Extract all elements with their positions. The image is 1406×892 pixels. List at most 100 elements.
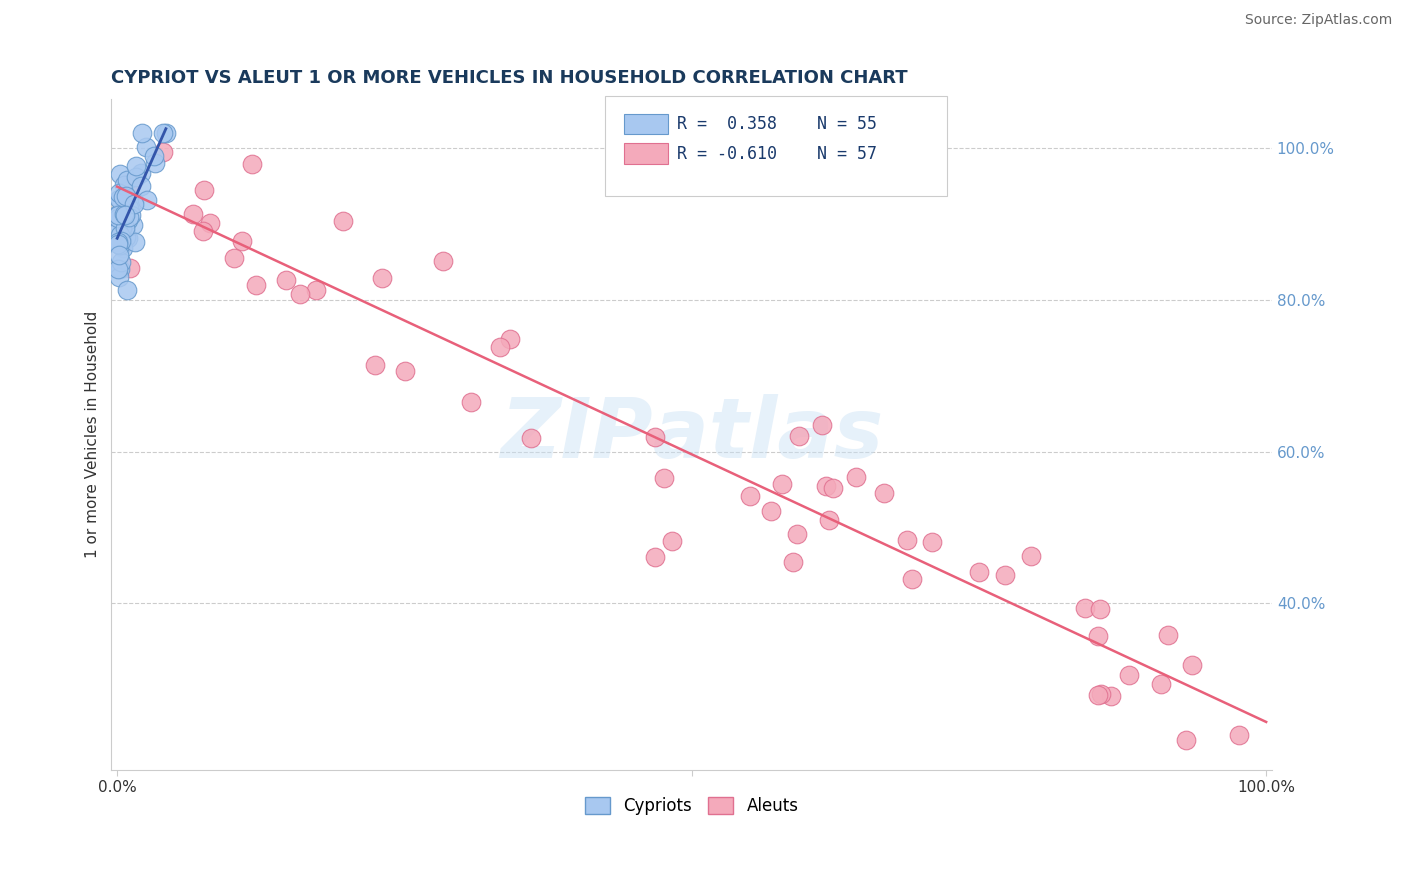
Point — [112, 178, 135, 193]
Point — [740, 489, 762, 503]
Point — [371, 271, 394, 285]
Point — [143, 156, 166, 170]
Point — [787, 429, 810, 443]
Point — [110, 230, 132, 244]
Point — [120, 176, 142, 190]
Point — [110, 234, 132, 248]
Point — [108, 167, 131, 181]
Point — [1099, 689, 1122, 703]
Point — [1157, 628, 1180, 642]
Text: ZIP​atlas: ZIP​atlas — [501, 394, 883, 475]
Point — [1087, 629, 1109, 643]
Point — [661, 534, 683, 549]
Point — [520, 431, 543, 445]
Point — [770, 477, 793, 491]
Point — [125, 170, 148, 185]
Point — [120, 208, 142, 222]
Point — [114, 229, 136, 244]
Point — [114, 207, 136, 221]
Point — [460, 395, 482, 409]
Point — [107, 207, 129, 221]
Point — [1090, 688, 1112, 702]
Point — [224, 252, 246, 266]
Point — [155, 126, 177, 140]
Point — [108, 227, 131, 242]
Point — [110, 238, 132, 252]
Point — [125, 159, 148, 173]
Point — [107, 248, 129, 262]
Point — [817, 513, 839, 527]
Point — [394, 364, 416, 378]
Point — [1181, 658, 1204, 673]
Point — [644, 550, 666, 565]
Point — [107, 236, 129, 251]
Point — [1019, 549, 1042, 563]
Point — [364, 358, 387, 372]
Point — [1090, 601, 1112, 615]
Point — [1074, 600, 1097, 615]
Point — [111, 220, 134, 235]
Point — [112, 241, 135, 255]
Bar — [624, 144, 668, 163]
Point — [129, 166, 152, 180]
Point — [114, 208, 136, 222]
Point — [117, 212, 139, 227]
Point — [111, 189, 134, 203]
Point — [181, 207, 204, 221]
Point — [115, 283, 138, 297]
Point — [288, 286, 311, 301]
Point — [135, 140, 157, 154]
Point — [152, 126, 174, 140]
Point — [108, 270, 131, 285]
Point — [107, 211, 129, 226]
Point — [1087, 688, 1109, 702]
Point — [108, 192, 131, 206]
Point — [814, 479, 837, 493]
Point — [114, 220, 136, 235]
Point — [873, 486, 896, 500]
Text: Source: ZipAtlas.com: Source: ZipAtlas.com — [1244, 13, 1392, 28]
Point — [821, 481, 844, 495]
Point — [274, 273, 297, 287]
Point — [108, 192, 131, 206]
Point — [110, 212, 132, 227]
Point — [152, 145, 174, 159]
Point — [1118, 667, 1140, 681]
Point — [332, 214, 354, 228]
Point — [108, 186, 131, 200]
Point — [107, 224, 129, 238]
Point — [432, 253, 454, 268]
Point — [110, 255, 132, 269]
Point — [901, 572, 924, 586]
Point — [969, 565, 991, 579]
Point — [114, 223, 136, 237]
Point — [198, 216, 221, 230]
Point — [1174, 732, 1197, 747]
Point — [193, 182, 215, 196]
Point — [108, 237, 131, 252]
Point — [786, 526, 808, 541]
Point — [921, 535, 943, 549]
Point — [810, 417, 832, 432]
Point — [231, 234, 253, 248]
Bar — [624, 114, 668, 134]
Point — [110, 226, 132, 240]
Point — [122, 194, 145, 209]
Point — [759, 504, 782, 518]
Point — [193, 224, 215, 238]
Point — [117, 201, 139, 215]
Point — [135, 194, 157, 208]
Point — [115, 173, 138, 187]
Point — [107, 262, 129, 277]
Point — [115, 189, 138, 203]
FancyBboxPatch shape — [605, 95, 948, 196]
Point — [143, 149, 166, 163]
Point — [896, 533, 918, 547]
Point — [122, 197, 145, 211]
Point — [1227, 728, 1250, 742]
Legend: Cypriots, Aleuts: Cypriots, Aleuts — [578, 790, 806, 822]
Text: R =  0.358    N = 55: R = 0.358 N = 55 — [676, 115, 876, 133]
Point — [131, 126, 153, 140]
Point — [118, 210, 141, 224]
Point — [108, 261, 131, 276]
